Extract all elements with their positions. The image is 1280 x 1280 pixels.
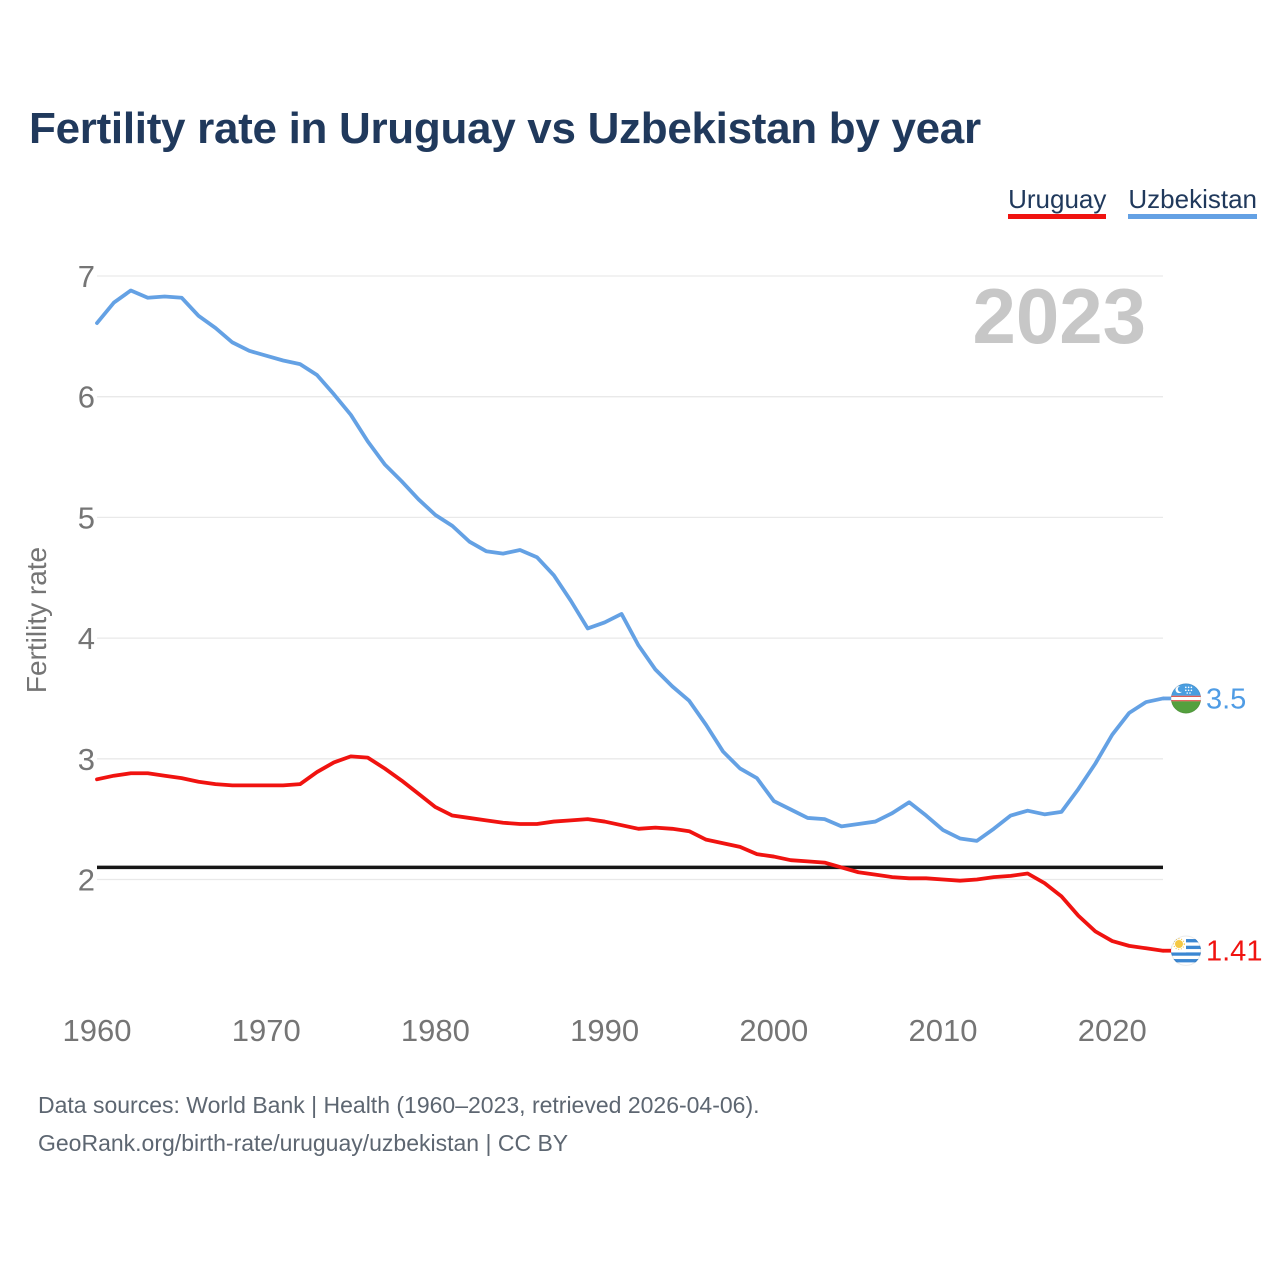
x-tick-label: 2010 [909, 1013, 978, 1048]
x-tick-label: 1970 [232, 1013, 301, 1048]
x-tick-label: 1980 [401, 1013, 470, 1048]
y-tick-label: 2 [78, 863, 95, 898]
series-line-uzbekistan [95, 288, 1165, 843]
y-axis-title: Fertility rate [21, 547, 52, 693]
uzbekistan-flag-icon [1170, 683, 1202, 714]
x-tick-label: 1990 [570, 1013, 639, 1048]
y-tick-label: 4 [78, 621, 95, 656]
legend-item-uruguay[interactable]: Uruguay [1008, 186, 1107, 219]
end-value-label-uzbekistan: 3.5 [1206, 683, 1246, 715]
footer-source-line: Data sources: World Bank | Health (1960–… [38, 1092, 760, 1118]
x-tick-label: 1960 [63, 1013, 132, 1048]
legend: Uruguay Uzbekistan [1008, 186, 1257, 219]
footer-attribution-line: GeoRank.org/birth-rate/uruguay/uzbekista… [38, 1130, 569, 1156]
x-tick-label: 2000 [739, 1013, 808, 1048]
y-tick-label: 5 [78, 500, 95, 535]
x-tick-label: 2020 [1078, 1013, 1147, 1048]
watermark-year: 2023 [972, 272, 1146, 360]
series-line-uruguay [95, 754, 1165, 953]
uruguay-flag-icon [1170, 935, 1202, 966]
page-title: Fertility rate in Uruguay vs Uzbekistan … [29, 104, 981, 153]
y-tick-label: 7 [78, 259, 95, 294]
end-value-label-uruguay: 1.41 [1206, 936, 1262, 968]
y-tick-label: 6 [78, 380, 95, 415]
legend-item-uzbekistan[interactable]: Uzbekistan [1128, 186, 1257, 219]
y-tick-label: 3 [78, 742, 95, 777]
footer: Data sources: World Bank | Health (1960–… [38, 1086, 760, 1162]
